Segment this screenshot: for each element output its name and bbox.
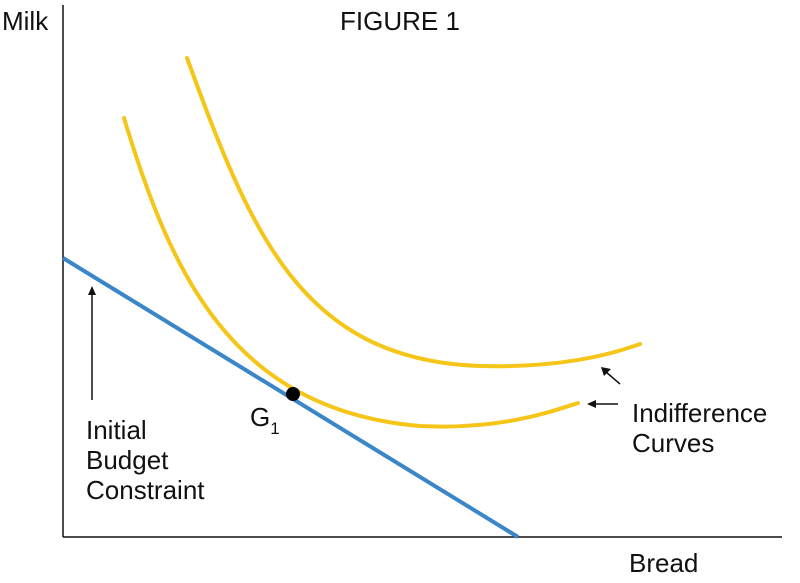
budget-arrow <box>88 286 96 400</box>
budget-label-line-1: Initial <box>86 415 147 445</box>
indifference-label-line-1: Indifference <box>632 398 767 428</box>
indifference-arrow-lower <box>587 400 618 408</box>
budget-label-line-3: Constraint <box>86 475 205 505</box>
point-g1-label: G1 <box>250 402 280 438</box>
indifference-arrow-upper <box>601 367 621 385</box>
budget-label-line-2: Budget <box>86 445 169 475</box>
indifference-curve-higher <box>185 56 642 369</box>
point-g1-subscript: 1 <box>270 419 279 438</box>
x-axis-label: Bread <box>629 548 698 578</box>
indifference-label-line-2: Curves <box>632 428 714 458</box>
point-g1-letter: G <box>250 402 270 432</box>
figure-title: FIGURE 1 <box>340 6 460 36</box>
point-g1 <box>286 387 300 401</box>
indifference-curve-lower <box>122 116 580 429</box>
y-axis-label: Milk <box>2 6 49 36</box>
